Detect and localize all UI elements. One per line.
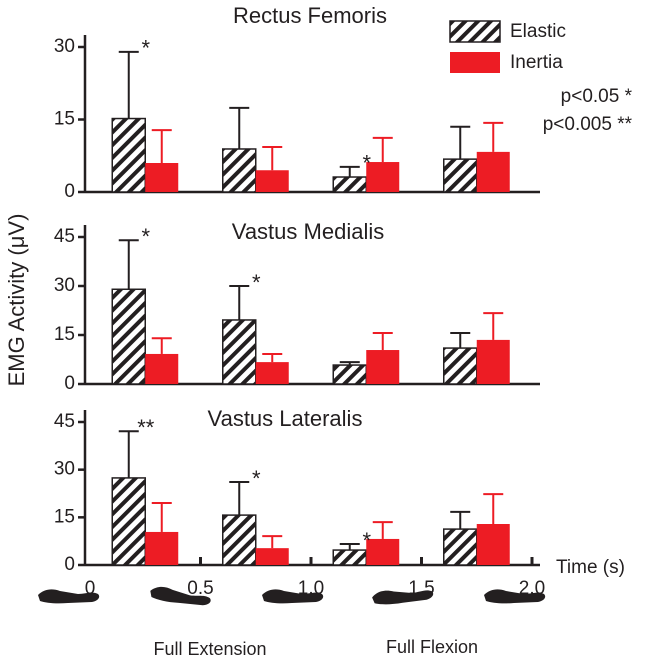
panel-title: Vastus Medialis (232, 219, 384, 244)
bar (366, 350, 400, 384)
legend-swatch (450, 52, 500, 73)
y-tick-label: 15 (54, 506, 75, 527)
legend-label: Inertia (510, 52, 563, 73)
x-tick-label: 1.0 (298, 578, 324, 599)
bar (222, 514, 257, 566)
bar (255, 362, 289, 384)
bar (366, 538, 400, 565)
significance: * (362, 528, 371, 553)
y-tick-label: 30 (54, 36, 75, 57)
bar (111, 477, 146, 566)
panel-title: Vastus Lateralis (208, 406, 363, 431)
legend-label: Elastic (510, 21, 566, 42)
y-tick-label: 0 (64, 554, 75, 575)
panel-title: Rectus Femoris (233, 3, 387, 28)
y-tick-label: 15 (54, 324, 75, 345)
bar (222, 148, 257, 193)
bar (443, 528, 478, 566)
x-tick-label: 2.0 (519, 578, 545, 599)
bar (332, 176, 367, 193)
y-axis-label: EMG Activity (μV) (4, 214, 29, 387)
significance: * (362, 151, 371, 176)
significance: * (141, 36, 150, 61)
bar (476, 151, 510, 192)
significance: ** (137, 415, 155, 440)
x-tick-label: 0 (85, 578, 96, 599)
y-tick-label: 30 (54, 275, 75, 296)
bar (332, 364, 367, 385)
bar (443, 347, 478, 385)
bar (476, 524, 510, 565)
y-tick-label: 45 (54, 411, 75, 432)
bar (222, 319, 257, 385)
bar (443, 158, 478, 193)
bar (111, 288, 146, 385)
bar (366, 162, 400, 192)
y-tick-label: 30 (54, 459, 75, 480)
significance: * (141, 224, 150, 249)
bar (145, 531, 179, 565)
x-tick-label: 1.5 (408, 578, 434, 599)
y-tick-label: 45 (54, 226, 75, 247)
y-tick-label: 0 (64, 373, 75, 394)
phase-label: Full Extension (153, 639, 266, 659)
note: p<0.005 ** (543, 114, 633, 135)
significance: * (252, 270, 261, 295)
bar (111, 117, 146, 193)
x-axis-label: Time (s) (556, 557, 625, 578)
bar (145, 163, 179, 192)
x-tick-label: 0.5 (187, 578, 213, 599)
silhouettes (38, 585, 546, 608)
bar (255, 548, 289, 565)
significance: * (252, 466, 261, 491)
bar (145, 353, 179, 384)
y-tick-label: 0 (64, 181, 75, 202)
bar (255, 170, 289, 192)
bar (476, 339, 510, 384)
note: p<0.05 * (561, 86, 633, 107)
bar (332, 549, 367, 566)
phase-label: Full Flexion (386, 637, 478, 657)
y-tick-label: 15 (54, 109, 75, 130)
legend-swatch (449, 20, 501, 43)
